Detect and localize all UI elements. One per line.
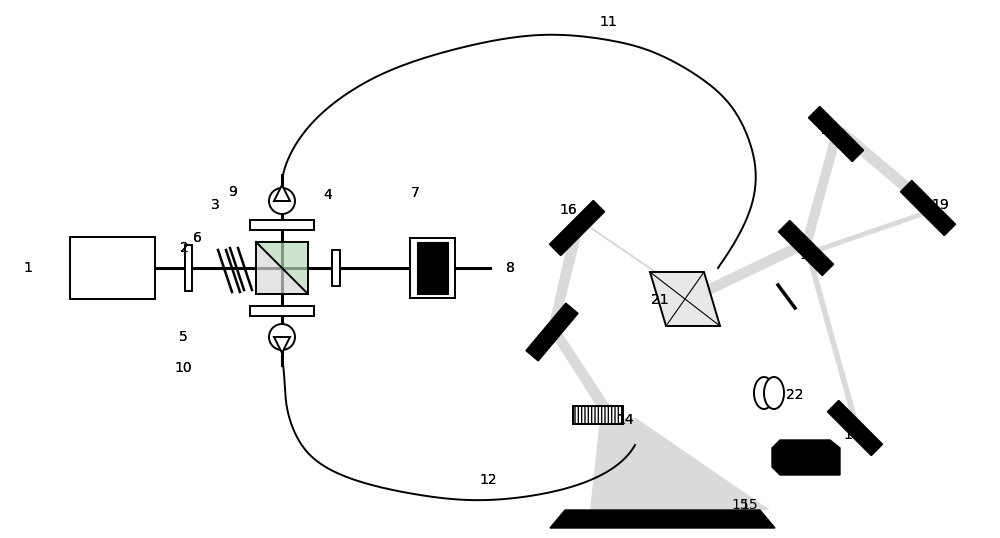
Text: 12: 12 (479, 473, 497, 487)
Polygon shape (185, 245, 192, 291)
Text: 21: 21 (651, 293, 669, 307)
Text: 9: 9 (229, 185, 237, 199)
Bar (526, 303, 578, 361)
Text: 20: 20 (821, 123, 839, 137)
Text: 3: 3 (211, 198, 219, 212)
Text: 22: 22 (786, 388, 804, 402)
Polygon shape (590, 418, 770, 510)
Text: 16: 16 (559, 203, 577, 217)
Text: 1: 1 (24, 261, 32, 275)
Polygon shape (802, 132, 840, 250)
Circle shape (269, 188, 295, 214)
Text: 15: 15 (731, 498, 749, 512)
Text: 10: 10 (174, 361, 192, 375)
Polygon shape (410, 238, 455, 298)
Bar (778, 221, 834, 275)
Text: 2: 2 (180, 241, 188, 255)
Text: 20: 20 (821, 123, 839, 137)
Text: 1: 1 (24, 261, 32, 275)
Text: 5: 5 (179, 330, 187, 344)
Text: 23: 23 (811, 446, 829, 460)
Text: 4: 4 (324, 188, 332, 202)
Polygon shape (772, 440, 840, 475)
Polygon shape (417, 242, 448, 294)
Text: 4: 4 (324, 188, 332, 202)
Polygon shape (808, 208, 932, 256)
Text: 13: 13 (538, 333, 556, 347)
Text: 14: 14 (616, 413, 634, 427)
Polygon shape (700, 244, 800, 296)
Ellipse shape (754, 377, 774, 409)
Text: 17: 17 (799, 248, 817, 262)
Text: 21: 21 (651, 293, 669, 307)
Text: 14: 14 (616, 413, 634, 427)
Text: 12: 12 (479, 473, 497, 487)
Polygon shape (550, 510, 775, 528)
Polygon shape (546, 228, 583, 338)
Polygon shape (650, 272, 720, 326)
Text: 22: 22 (786, 388, 804, 402)
Text: 15: 15 (740, 498, 758, 512)
Text: 7: 7 (411, 186, 419, 200)
Bar (900, 180, 956, 236)
Polygon shape (256, 242, 308, 294)
Text: 8: 8 (506, 261, 514, 275)
Bar (827, 400, 883, 456)
Polygon shape (808, 262, 860, 428)
Polygon shape (332, 250, 340, 286)
Bar (549, 201, 605, 256)
Text: 18: 18 (843, 428, 861, 442)
Text: 3: 3 (211, 198, 219, 212)
Text: 19: 19 (931, 198, 949, 212)
Ellipse shape (764, 377, 784, 409)
Text: 2: 2 (180, 241, 188, 255)
Text: 13: 13 (538, 333, 556, 347)
Polygon shape (274, 337, 290, 353)
Polygon shape (256, 242, 308, 294)
Text: 17: 17 (799, 248, 817, 262)
Polygon shape (250, 306, 314, 316)
Text: 9: 9 (229, 185, 237, 199)
Text: 6: 6 (193, 231, 201, 245)
Polygon shape (274, 185, 290, 201)
Polygon shape (70, 237, 155, 299)
Polygon shape (548, 330, 618, 418)
Text: 19: 19 (931, 198, 949, 212)
Text: 6: 6 (193, 231, 201, 245)
Text: 23: 23 (820, 446, 838, 460)
Text: 11: 11 (599, 15, 617, 29)
Text: 11: 11 (599, 15, 617, 29)
Polygon shape (584, 222, 680, 290)
Text: 5: 5 (179, 330, 187, 344)
Text: 7: 7 (411, 186, 419, 200)
Text: 10: 10 (174, 361, 192, 375)
Circle shape (269, 324, 295, 350)
Polygon shape (250, 220, 314, 230)
Text: 18: 18 (843, 428, 861, 442)
Bar (573, 406, 623, 424)
Text: 8: 8 (506, 261, 514, 275)
Polygon shape (836, 127, 930, 208)
Text: 16: 16 (559, 203, 577, 217)
Bar (808, 107, 864, 161)
